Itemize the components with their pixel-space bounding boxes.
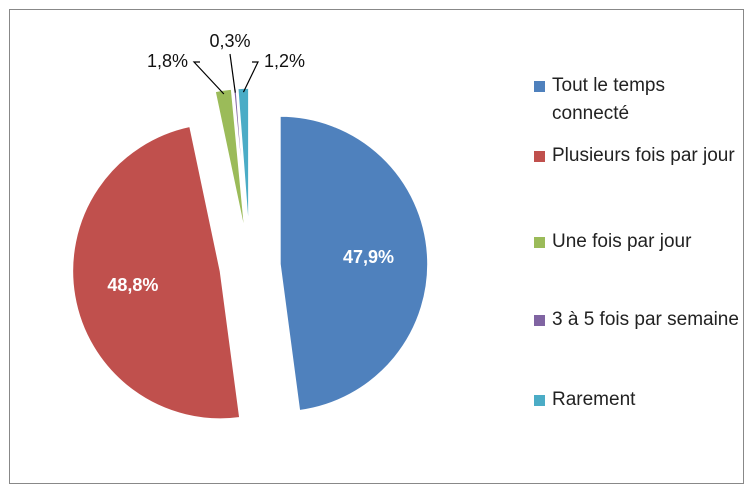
- legend-swatch: [534, 395, 545, 406]
- legend-entry: Tout le temps connecté: [534, 72, 742, 128]
- pie-slice: [214, 88, 247, 237]
- legend-label: Tout le temps connecté: [552, 75, 665, 124]
- leader-line: [192, 61, 225, 95]
- leader-line: [242, 61, 259, 93]
- legend-swatch: [534, 151, 545, 162]
- pie-slice: [279, 115, 429, 412]
- legend-swatch: [534, 237, 545, 248]
- legend-entry: Une fois par jour: [534, 228, 742, 256]
- data-label: 0,3%: [209, 31, 250, 51]
- pie-slice: [236, 87, 250, 237]
- data-label: 48,8%: [107, 275, 158, 295]
- legend-label: 3 à 5 fois par semaine: [552, 309, 739, 330]
- legend-swatch: [534, 81, 545, 92]
- data-label: 1,8%: [147, 51, 188, 71]
- legend-entry: Plusieurs fois par jour: [534, 142, 742, 170]
- data-label: 1,2%: [264, 51, 305, 71]
- leader-line: [229, 53, 236, 93]
- pie-slice: [71, 125, 241, 420]
- legend-label: Une fois par jour: [552, 231, 692, 252]
- legend-swatch: [534, 315, 545, 326]
- legend-label: Plusieurs fois par jour: [552, 145, 735, 166]
- legend-label: Rarement: [552, 389, 636, 410]
- legend-entry: 3 à 5 fois par semaine: [534, 306, 742, 334]
- data-label: 47,9%: [343, 247, 394, 267]
- legend-entry: Rarement: [534, 386, 742, 414]
